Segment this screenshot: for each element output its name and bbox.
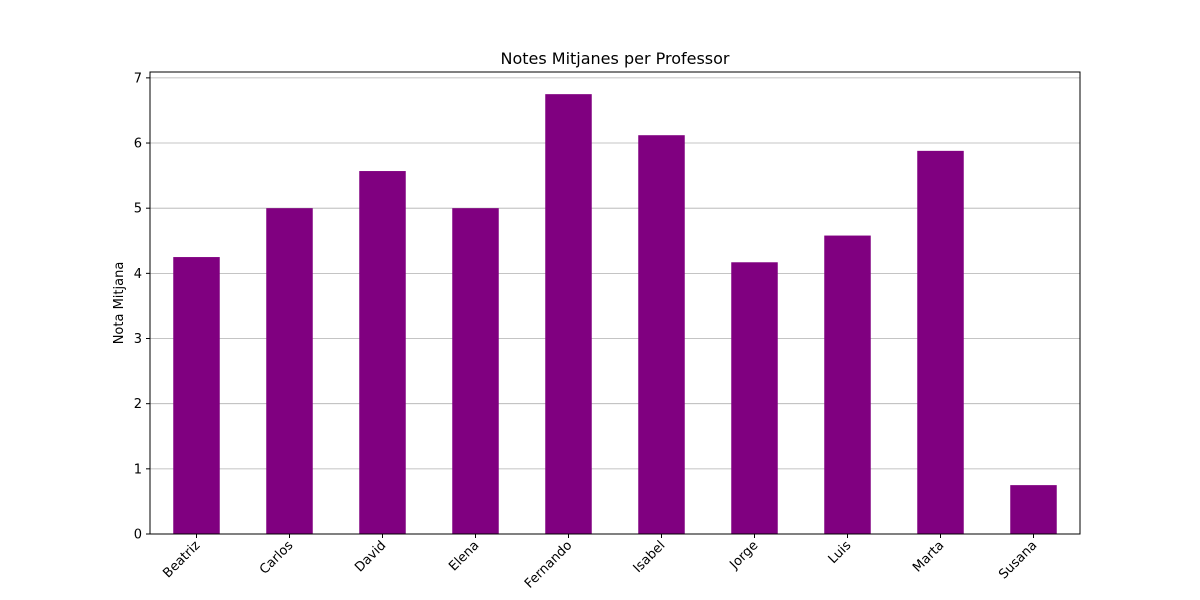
- bar-carlos: [266, 208, 313, 534]
- bar-susana: [1010, 485, 1057, 534]
- x-tick-label: Elena: [446, 538, 482, 574]
- y-tick-label: 4: [134, 267, 142, 282]
- x-tick-label: David: [352, 538, 389, 575]
- axes-frame: [149, 71, 1081, 535]
- y-tick-label: 2: [134, 397, 142, 412]
- y-tick-label: 7: [134, 71, 142, 86]
- y-axis-label: Nota Mitjana: [112, 262, 127, 345]
- y-tick-label: 1: [134, 462, 142, 477]
- bars-group: [173, 94, 1057, 535]
- y-tick-label: 6: [134, 137, 142, 152]
- y-tick-label: 3: [134, 332, 142, 347]
- bar-marta: [917, 150, 964, 535]
- x-tick-label: Beatriz: [160, 538, 203, 581]
- plot-frame: [149, 71, 1081, 535]
- y-axis-ticks: 0 1 2 3 4 5 6 7: [134, 71, 150, 543]
- x-tick-label: Marta: [910, 538, 947, 575]
- bar-david: [359, 171, 406, 534]
- bar-fernando: [545, 94, 592, 534]
- chart-title: Notes Mitjanes per Professor: [500, 49, 729, 68]
- x-tick-label: Luis: [826, 538, 855, 567]
- bar-beatriz: [173, 257, 220, 534]
- y-tick-label: 5: [134, 202, 142, 217]
- bar-jorge: [731, 262, 778, 534]
- x-tick-label: Jorge: [727, 538, 762, 573]
- x-tick-label: Isabel: [631, 538, 669, 576]
- bar-isabel: [638, 135, 685, 534]
- bar-luis: [824, 235, 871, 534]
- x-axis-ticks: Beatriz Carlos David Elena Fernando Isabel Jor…: [160, 534, 1040, 592]
- x-tick-label: Fernando: [522, 538, 575, 591]
- x-tick-label: Carlos: [257, 538, 297, 578]
- bar-elena: [452, 208, 499, 534]
- y-tick-label: 0: [134, 528, 142, 543]
- x-tick-label: Susana: [996, 538, 1040, 582]
